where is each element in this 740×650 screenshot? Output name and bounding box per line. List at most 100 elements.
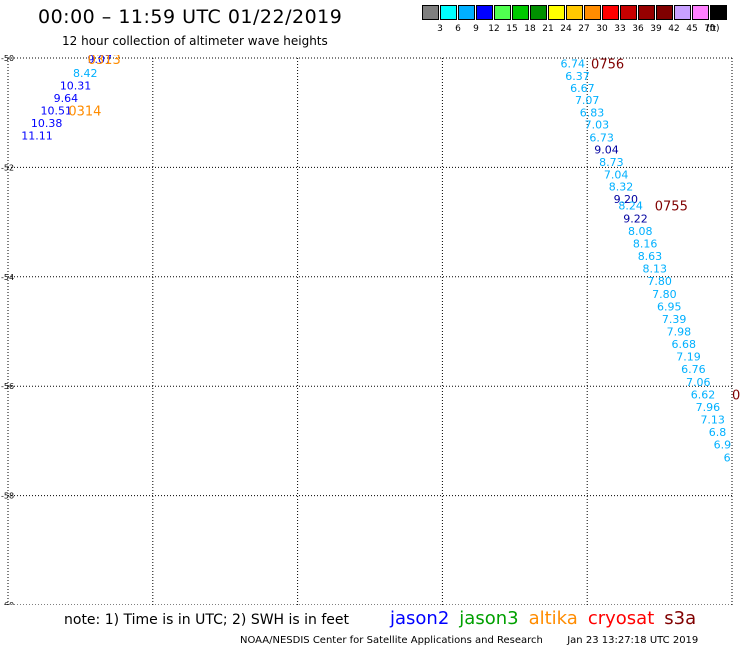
wave-height-value: 6.83	[580, 107, 605, 120]
wave-height-value: 11.11	[21, 130, 53, 143]
credit-footer: NOAA/NESDIS Center for Satellite Applica…	[240, 635, 698, 646]
longitude-tick-label: -141	[433, 604, 451, 605]
wave-height-value: 7.03	[585, 119, 610, 132]
wave-height-value: 7.98	[667, 326, 692, 339]
wave-height-value: 8.32	[609, 181, 634, 194]
satellite-s3a: s3a	[664, 608, 697, 629]
wave-height-value: 9.64	[54, 92, 79, 105]
legend-swatch	[584, 5, 601, 20]
wave-height-value: 9.22	[623, 212, 648, 225]
wave-height-value: 8.16	[633, 237, 658, 250]
wave-height-value: 6.73	[589, 131, 614, 144]
latitude-tick-label: -54	[1, 273, 14, 282]
legend-label: 15	[506, 24, 518, 34]
legend-label: 9	[473, 24, 479, 34]
wave-height-value: 8.24	[618, 200, 643, 213]
legend-swatch	[494, 5, 511, 20]
wave-height-value: 6.9	[714, 439, 732, 452]
legend-swatch	[530, 5, 547, 20]
wave-height-value: 8.13	[643, 263, 668, 276]
wave-height-value: 7.13	[700, 414, 725, 427]
wave-height-value: 7.80	[652, 288, 677, 301]
wave-height-value: 7.39	[662, 313, 687, 326]
wave-height-value: 9.04	[594, 143, 619, 156]
satellite-cryosat: cryosat	[587, 608, 655, 629]
legend-swatch	[620, 5, 637, 20]
wave-height-value: 6.62	[691, 388, 716, 401]
pass-time-label: 0	[732, 388, 740, 403]
map-subtitle: 12 hour collection of altimeter wave hei…	[62, 34, 328, 48]
satellite-altika: altika	[528, 608, 578, 629]
wave-height-value: 7.80	[647, 275, 672, 288]
legend-swatch	[422, 5, 439, 20]
legend-swatch	[710, 5, 727, 20]
longitude-tick-label: -144	[289, 604, 307, 605]
legend-swatch	[458, 5, 475, 20]
latitude-tick-label: -52	[1, 163, 14, 172]
wave-height-value: 6.74	[560, 57, 585, 70]
wave-height-value: 10.51	[41, 105, 73, 118]
legend-label: 27	[578, 24, 590, 34]
units-note: note: 1) Time is in UTC; 2) SWH is in fe…	[64, 612, 350, 628]
credit-text: NOAA/NESDIS Center for Satellite Applica…	[240, 635, 543, 646]
wave-height-value: 8.42	[73, 67, 98, 80]
satellite-jason3: jason3	[459, 608, 519, 629]
wave-height-value: 7.96	[696, 401, 721, 414]
legend-swatch	[692, 5, 709, 20]
wave-height-value: 7.19	[676, 351, 701, 364]
wave-height-value: 10.31	[60, 79, 92, 92]
wave-height-value: 8.08	[628, 225, 653, 238]
legend-label: 45	[686, 24, 698, 34]
pass-time-label: 0314	[68, 105, 101, 120]
legend-label: 42	[668, 24, 680, 34]
longitude-tick-label: -147	[144, 604, 162, 605]
wave-height-map: -50 -52 -54 -56 -58 -60-150 -147 -144 -141 -138 -1…	[0, 55, 740, 605]
pass-time-label: 0313	[88, 55, 121, 68]
legend-label: 30	[596, 24, 608, 34]
wave-height-value: 7.07	[575, 94, 600, 107]
longitude-tick-label: -135	[723, 604, 740, 605]
legend-label: 24	[560, 24, 572, 34]
legend-swatch	[512, 5, 529, 20]
longitude-tick-label: -150	[0, 604, 17, 605]
legend-swatch	[566, 5, 583, 20]
wave-height-value: 6.76	[681, 363, 706, 376]
legend-swatch	[638, 5, 655, 20]
wave-height-value: 6.37	[565, 70, 590, 83]
wave-height-value: 6.8	[709, 426, 727, 439]
wave-height-value: 8.63	[638, 250, 663, 263]
longitude-tick-label: -138	[578, 604, 596, 605]
legend-label: 33	[614, 24, 626, 34]
legend-label: 6	[455, 24, 461, 34]
legend-swatch	[602, 5, 619, 20]
wave-height-value: 7.04	[604, 169, 629, 182]
legend-label: 12	[488, 24, 500, 34]
legend-label: 70	[704, 24, 716, 34]
legend-swatch	[440, 5, 457, 20]
wave-height-value: 6.67	[570, 82, 595, 95]
legend-swatch	[656, 5, 673, 20]
latitude-tick-label: -50	[1, 55, 14, 63]
wave-height-value: 9.07	[87, 55, 112, 66]
pass-time-label: 0756	[591, 57, 624, 72]
latitude-tick-label: -60	[1, 601, 14, 605]
wave-height-value: 6.95	[657, 300, 682, 313]
satellite-legend: jason2 jason3 altika cryosat s3a	[390, 608, 706, 629]
legend-label: 36	[632, 24, 644, 34]
generated-timestamp: Jan 23 13:27:18 UTC 2019	[567, 635, 699, 646]
legend-swatch	[674, 5, 691, 20]
wave-height-value: 9.20	[614, 193, 639, 206]
wave-height-value: 6	[724, 451, 731, 464]
legend-label: 3	[437, 24, 443, 34]
legend-unit: (ft)	[706, 24, 720, 34]
wave-height-value: 7.06	[686, 376, 711, 389]
wave-height-value: 8.73	[599, 156, 624, 169]
pass-time-label: 0755	[655, 200, 688, 215]
latitude-tick-label: -58	[1, 492, 14, 501]
wave-height-value: 6.68	[671, 338, 696, 351]
legend-swatch	[476, 5, 493, 20]
map-title: 00:00 – 11:59 UTC 01/22/2019	[38, 6, 343, 28]
legend-label: 18	[524, 24, 536, 34]
legend-label: 39	[650, 24, 662, 34]
legend-label: 21	[542, 24, 554, 34]
